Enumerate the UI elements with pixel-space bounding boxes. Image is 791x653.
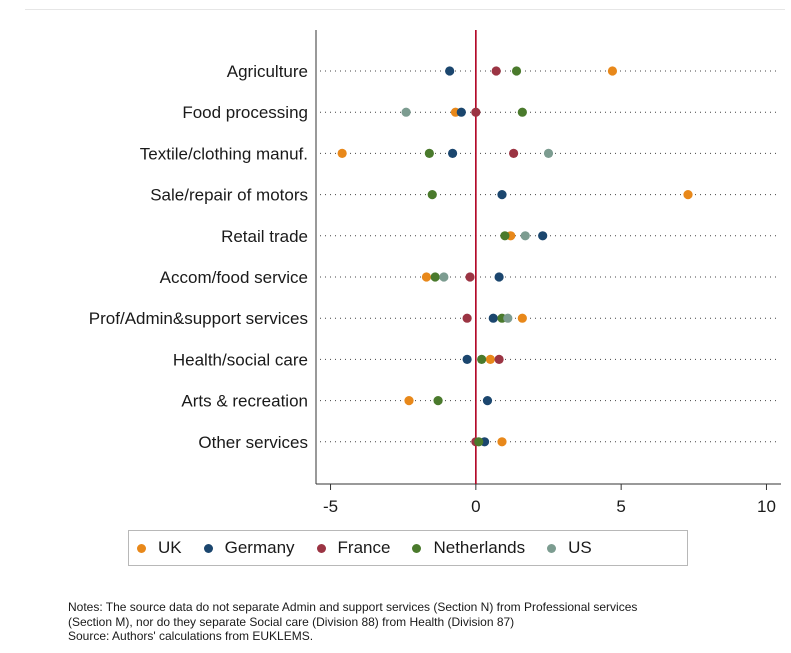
data-point xyxy=(404,396,414,406)
dot-plot-chart: Agriculture Food processing Textile/clothi… xyxy=(89,30,781,516)
data-point xyxy=(447,148,458,158)
notes-line-1: Notes: The source data do not separate A… xyxy=(68,600,638,614)
data-point xyxy=(401,107,411,117)
category-label: Sale/repair of motors xyxy=(150,186,308,205)
data-point xyxy=(607,66,618,76)
data-point xyxy=(439,272,449,282)
legend-label: Netherlands xyxy=(433,538,526,557)
data-point xyxy=(471,107,481,117)
data-point xyxy=(465,272,475,282)
legend-marker xyxy=(412,543,422,553)
data-point xyxy=(500,231,510,241)
data-point xyxy=(511,66,522,76)
data-point xyxy=(497,437,507,447)
data-point xyxy=(497,190,507,200)
legend-label: Germany xyxy=(224,538,295,557)
category-label: Agriculture xyxy=(227,62,308,81)
notes-line-2: (Section M), nor do they separate Social… xyxy=(68,614,515,629)
data-point xyxy=(337,148,347,158)
chart-legend: UK Germany France Netherlands US xyxy=(128,530,688,566)
category-label: Other services xyxy=(198,433,308,452)
data-point xyxy=(509,148,519,158)
data-point xyxy=(462,354,472,364)
data-point xyxy=(538,231,548,241)
data-point xyxy=(482,396,493,406)
legend-label: US xyxy=(568,538,592,557)
data-point xyxy=(430,272,440,282)
top-divider xyxy=(25,9,785,10)
data-point xyxy=(517,107,527,117)
data-point xyxy=(433,396,443,406)
legend-item: US xyxy=(547,538,592,558)
data-point xyxy=(445,66,455,76)
chart-notes: Notes: The source data do not separate A… xyxy=(68,600,788,644)
legend-item: Netherlands xyxy=(412,538,525,558)
legend-label: UK xyxy=(158,538,182,557)
legend-marker xyxy=(316,543,326,553)
data-point xyxy=(503,313,513,323)
notes-source: Source: Authors' calculations from EUKLE… xyxy=(68,629,314,643)
x-tick-label: 0 xyxy=(471,497,480,516)
data-point xyxy=(462,313,472,323)
category-label: Retail trade xyxy=(221,227,308,246)
data-point xyxy=(477,354,487,364)
data-point xyxy=(424,148,434,158)
x-tick-label: 5 xyxy=(616,497,625,516)
data-point xyxy=(494,272,504,282)
legend-marker xyxy=(547,543,557,553)
category-label: Accom/food service xyxy=(160,268,308,287)
category-label: Textile/clothing manuf. xyxy=(140,144,308,163)
data-point xyxy=(474,437,484,447)
data-point xyxy=(683,190,693,200)
legend-item: UK xyxy=(137,538,182,558)
data-point xyxy=(488,313,498,323)
category-label: Prof/Admin&support services xyxy=(89,309,308,328)
data-point xyxy=(543,148,554,158)
legend-label: France xyxy=(337,538,391,557)
legend-item: Germany xyxy=(203,538,295,558)
category-label: Arts & recreation xyxy=(181,392,308,411)
category-label: Health/social care xyxy=(173,350,308,369)
x-tick-label: -5 xyxy=(323,497,338,516)
data-point xyxy=(456,107,466,117)
legend-marker xyxy=(203,543,213,553)
data-point xyxy=(520,231,530,241)
data-point xyxy=(491,66,501,76)
data-point xyxy=(427,190,437,200)
data-point xyxy=(494,354,504,364)
data-point xyxy=(517,313,527,323)
data-point xyxy=(421,272,432,282)
legend-marker xyxy=(137,543,146,553)
x-tick-label: 10 xyxy=(757,497,776,516)
legend-item: France xyxy=(316,538,391,558)
data-point xyxy=(485,354,495,364)
category-label: Food processing xyxy=(182,103,308,122)
